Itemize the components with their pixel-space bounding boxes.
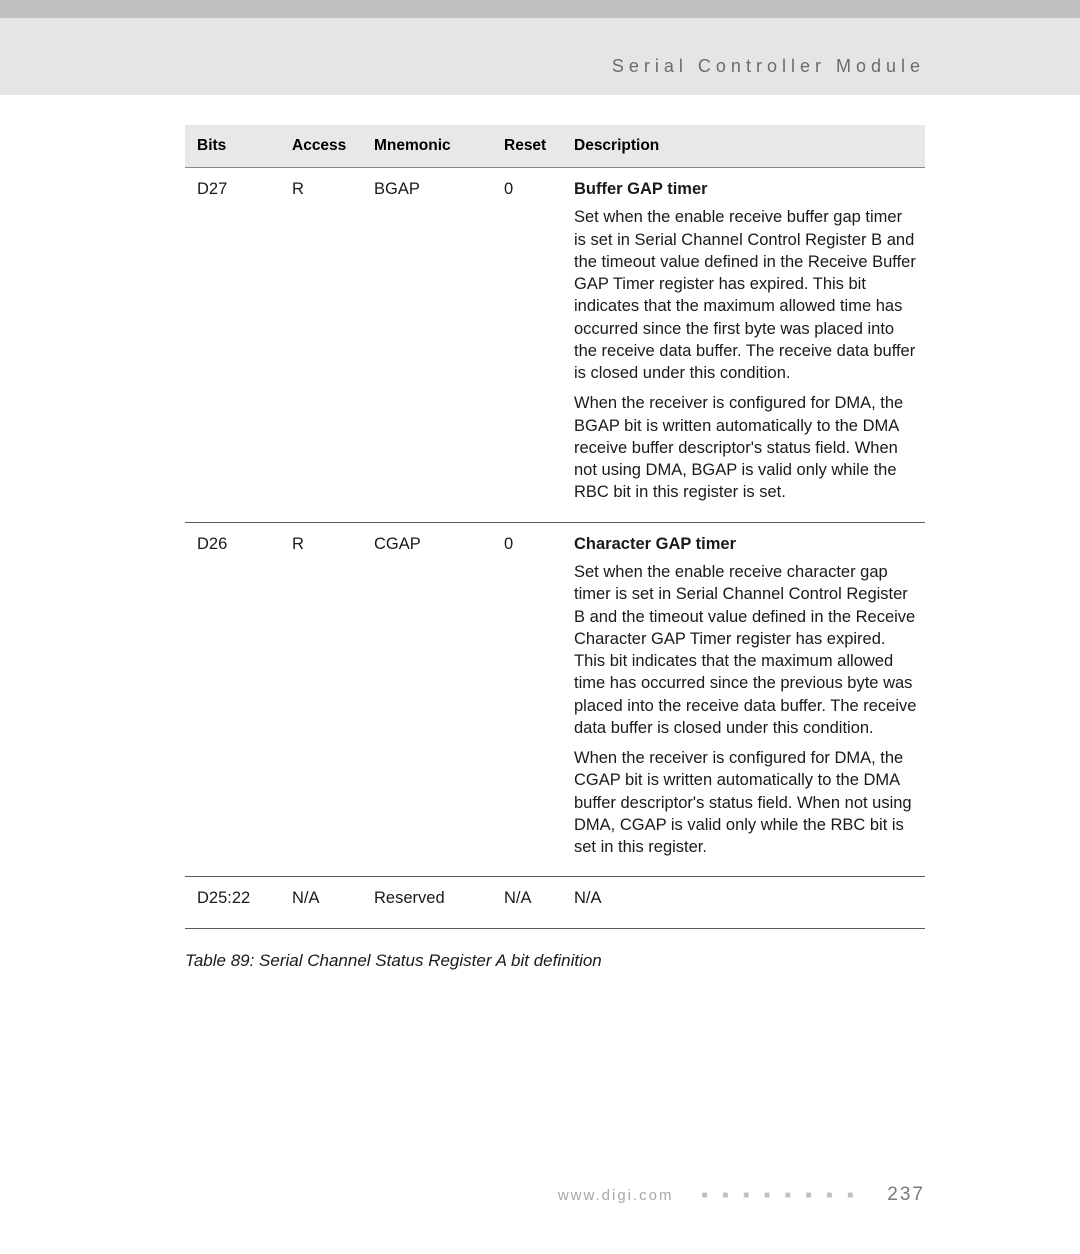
cell-access: R bbox=[280, 168, 362, 523]
cell-access: R bbox=[280, 522, 362, 877]
cell-bits: D26 bbox=[185, 522, 280, 877]
cell-bits: D27 bbox=[185, 168, 280, 523]
table-header-row: Bits Access Mnemonic Reset Description bbox=[185, 125, 925, 168]
header-title: Serial Controller Module bbox=[0, 56, 925, 77]
desc-paragraph: Set when the enable receive buffer gap t… bbox=[574, 206, 917, 384]
cell-description: Buffer GAP timer Set when the enable rec… bbox=[562, 168, 925, 523]
cell-mnemonic: BGAP bbox=[362, 168, 492, 523]
footer-page-number: 237 bbox=[887, 1184, 925, 1206]
footer-dots: ■ ■ ■ ■ ■ ■ ■ ■ bbox=[702, 1190, 860, 1201]
col-header-bits: Bits bbox=[185, 125, 280, 168]
cell-mnemonic: Reserved bbox=[362, 877, 492, 928]
col-header-description: Description bbox=[562, 125, 925, 168]
table-caption: Table 89: Serial Channel Status Register… bbox=[185, 951, 925, 971]
page-header: Serial Controller Module bbox=[0, 18, 1080, 95]
desc-title: Buffer GAP timer bbox=[574, 178, 917, 200]
page-footer: www.digi.com ■ ■ ■ ■ ■ ■ ■ ■ 237 bbox=[558, 1184, 925, 1206]
col-header-mnemonic: Mnemonic bbox=[362, 125, 492, 168]
content-area: Bits Access Mnemonic Reset Description D… bbox=[0, 95, 1080, 971]
top-bar bbox=[0, 0, 1080, 18]
cell-reset: N/A bbox=[492, 877, 562, 928]
register-table: Bits Access Mnemonic Reset Description D… bbox=[185, 125, 925, 929]
cell-reset: 0 bbox=[492, 168, 562, 523]
desc-paragraph: N/A bbox=[574, 887, 917, 909]
cell-description: N/A bbox=[562, 877, 925, 928]
desc-paragraph: Set when the enable receive character ga… bbox=[574, 561, 917, 739]
desc-paragraph: When the receiver is configured for DMA,… bbox=[574, 392, 917, 503]
desc-paragraph: When the receiver is configured for DMA,… bbox=[574, 747, 917, 858]
cell-access: N/A bbox=[280, 877, 362, 928]
desc-title: Character GAP timer bbox=[574, 533, 917, 555]
col-header-access: Access bbox=[280, 125, 362, 168]
footer-url: www.digi.com bbox=[558, 1187, 674, 1204]
table-row: D26 R CGAP 0 Character GAP timer Set whe… bbox=[185, 522, 925, 877]
table-row: D27 R BGAP 0 Buffer GAP timer Set when t… bbox=[185, 168, 925, 523]
cell-description: Character GAP timer Set when the enable … bbox=[562, 522, 925, 877]
col-header-reset: Reset bbox=[492, 125, 562, 168]
table-row: D25:22 N/A Reserved N/A N/A bbox=[185, 877, 925, 928]
cell-bits: D25:22 bbox=[185, 877, 280, 928]
cell-reset: 0 bbox=[492, 522, 562, 877]
cell-mnemonic: CGAP bbox=[362, 522, 492, 877]
